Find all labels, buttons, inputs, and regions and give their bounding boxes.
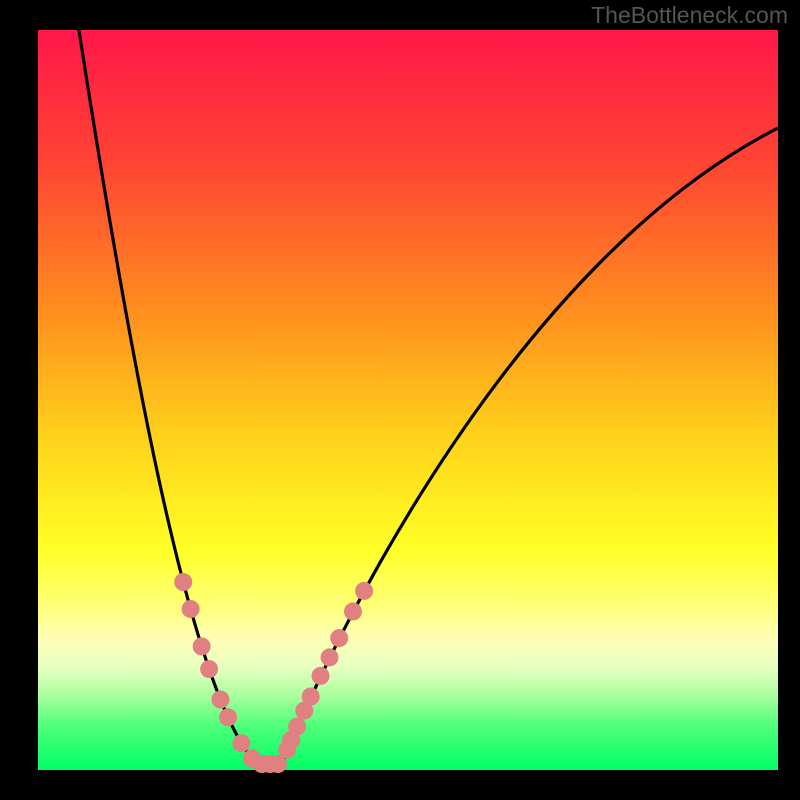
data-marker (330, 629, 348, 647)
data-marker (193, 637, 211, 655)
data-marker (219, 708, 237, 726)
data-marker (174, 573, 192, 591)
data-marker (288, 718, 306, 736)
bottleneck-curve-chart (0, 0, 800, 800)
data-marker (312, 667, 330, 685)
watermark-text: TheBottleneck.com (591, 2, 788, 29)
data-marker (182, 600, 200, 618)
chart-container: TheBottleneck.com (0, 0, 800, 800)
data-marker (200, 660, 218, 678)
plot-background (38, 30, 778, 770)
data-marker (211, 691, 229, 709)
data-marker (321, 648, 339, 666)
data-marker (344, 603, 362, 621)
data-marker (302, 688, 320, 706)
data-marker (232, 734, 250, 752)
data-marker (355, 582, 373, 600)
